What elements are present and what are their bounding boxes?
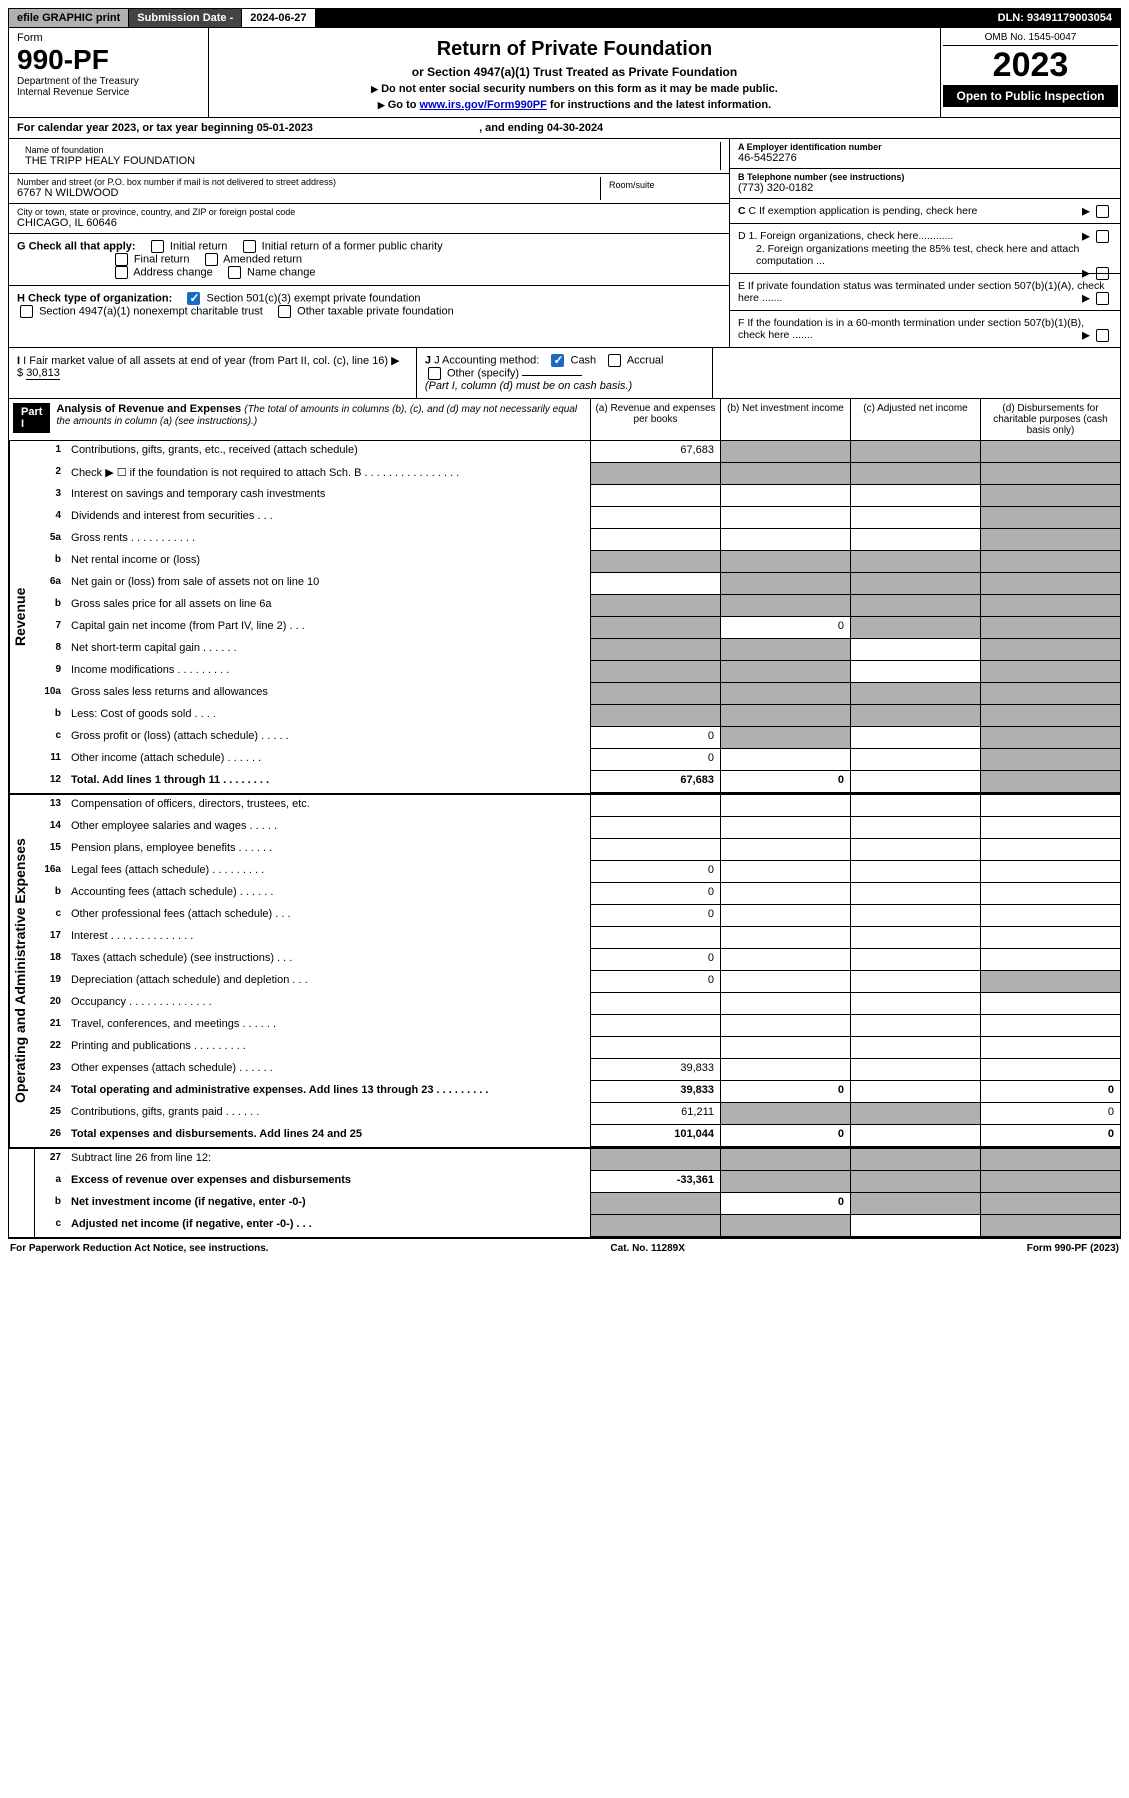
chk-f[interactable] [1096,329,1109,342]
submission-label: Submission Date - [129,9,242,27]
col-a-hdr: (a) Revenue and expenses per books [590,399,720,440]
ein: 46-5452276 [738,152,1112,164]
i-j-block: I I Fair market value of all assets at e… [8,348,1121,399]
chk-cash[interactable] [551,354,564,367]
part-1-title: Analysis of Revenue and Expenses [57,403,242,415]
omb: OMB No. 1545-0047 [943,30,1118,46]
form-note1: Do not enter social security numbers on … [215,83,934,95]
footer-right: Form 990-PF (2023) [1027,1243,1119,1254]
name-label: Name of foundation [25,145,712,155]
page-footer: For Paperwork Reduction Act Notice, see … [8,1238,1121,1258]
irs-link[interactable]: www.irs.gov/Form990PF [420,99,547,111]
chk-other-acct[interactable] [428,367,441,380]
form-header: Form 990-PF Department of the Treasury I… [8,28,1121,118]
form-title: Return of Private Foundation [215,38,934,61]
top-bar: efile GRAPHIC print Submission Date - 20… [8,8,1121,28]
tax-year: 2023 [943,46,1118,85]
footer-left: For Paperwork Reduction Act Notice, see … [10,1243,269,1254]
chk-initial[interactable] [151,240,164,253]
chk-501c3[interactable] [187,292,200,305]
foundation-name: THE TRIPP HEALY FOUNDATION [25,155,712,167]
info-block: Name of foundation THE TRIPP HEALY FOUND… [8,139,1121,348]
chk-d2[interactable] [1096,267,1109,280]
calendar-year-line: For calendar year 2023, or tax year begi… [8,118,1121,139]
part-1-label: Part I [13,403,50,433]
form-number: 990-PF [17,44,200,76]
form-subtitle: or Section 4947(a)(1) Trust Treated as P… [215,65,934,79]
chk-other-tax[interactable] [278,305,291,318]
chk-addr-change[interactable] [115,266,128,279]
phone-label: B Telephone number (see instructions) [738,172,1112,182]
form-label: Form [17,32,200,44]
g-row: G Check all that apply: Initial return I… [9,234,729,286]
f-row: F If the foundation is in a 60-month ter… [730,311,1120,347]
ein-label: A Employer identification number [738,142,1112,152]
room-label: Room/suite [609,180,713,190]
footer-mid: Cat. No. 11289X [610,1243,684,1254]
dept: Department of the Treasury [17,76,200,87]
address: 6767 N WILDWOOD [17,187,600,199]
chk-name-change[interactable] [228,266,241,279]
chk-d1[interactable] [1096,230,1109,243]
expense-label: Operating and Administrative Expenses [9,795,35,1147]
h-row: H Check type of organization: Section 50… [9,286,729,324]
phone: (773) 320-0182 [738,182,1112,194]
d-row: D 1. Foreign organizations, check here..… [730,224,1120,274]
city: CHICAGO, IL 60646 [17,217,721,229]
city-label: City or town, state or province, country… [17,207,721,217]
addr-label: Number and street (or P.O. box number if… [17,177,600,187]
chk-4947[interactable] [20,305,33,318]
chk-final[interactable] [115,253,128,266]
efile-label: efile GRAPHIC print [9,9,129,27]
revenue-label: Revenue [9,441,35,793]
form-note2: Go to www.irs.gov/Form990PF for instruct… [215,99,934,111]
c-row: C C If exemption application is pending,… [730,199,1120,224]
fmv: 30,813 [26,367,60,380]
dln: DLN: 93491179003054 [990,9,1120,27]
e-row: E If private foundation status was termi… [730,274,1120,311]
col-b-hdr: (b) Net investment income [720,399,850,440]
open-public: Open to Public Inspection [943,85,1118,107]
col-c-hdr: (c) Adjusted net income [850,399,980,440]
chk-e[interactable] [1096,292,1109,305]
irs: Internal Revenue Service [17,87,200,98]
chk-accrual[interactable] [608,354,621,367]
part-1: Part I Analysis of Revenue and Expenses … [8,399,1121,1238]
chk-c[interactable] [1096,205,1109,218]
submission-date: 2024-06-27 [242,9,315,27]
chk-initial-former[interactable] [243,240,256,253]
chk-amended[interactable] [205,253,218,266]
col-d-hdr: (d) Disbursements for charitable purpose… [980,399,1120,440]
